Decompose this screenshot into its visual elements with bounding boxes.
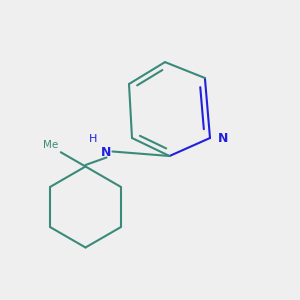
Text: N: N — [101, 146, 112, 160]
Text: N: N — [218, 131, 228, 145]
Text: Me: Me — [43, 140, 58, 150]
Text: H: H — [89, 134, 97, 145]
